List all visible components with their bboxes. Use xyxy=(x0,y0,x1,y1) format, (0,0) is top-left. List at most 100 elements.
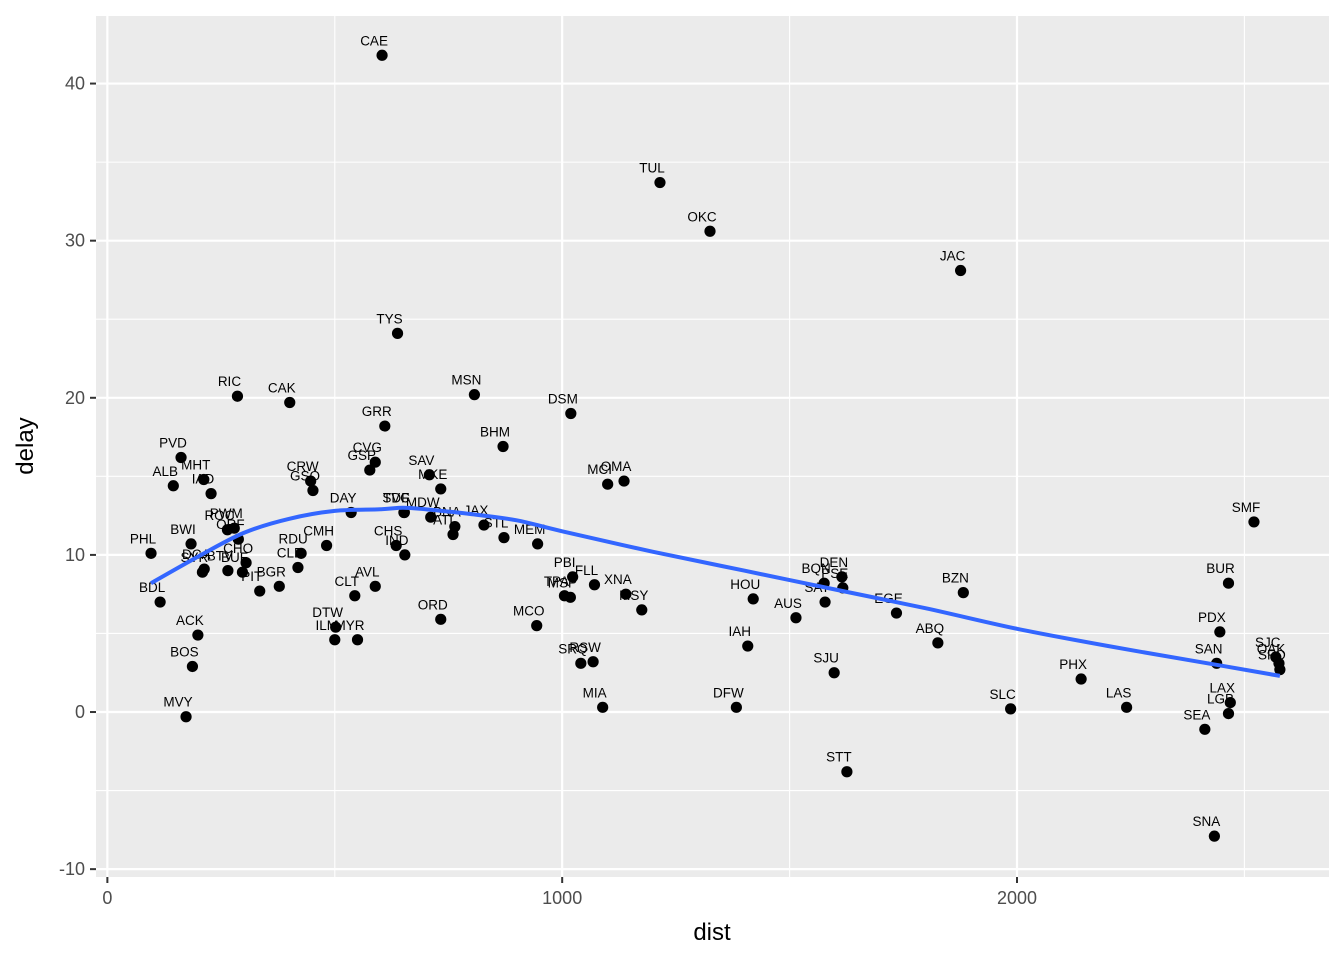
point-label-mke: MKE xyxy=(418,467,447,482)
point-label-abq: ABQ xyxy=(916,621,945,636)
point-label-cle: CLE xyxy=(277,545,303,560)
data-point-iah xyxy=(742,640,754,652)
point-label-pbi: PBI xyxy=(554,555,576,570)
data-point-avl xyxy=(369,580,381,592)
point-label-cho: CHO xyxy=(223,541,253,556)
point-label-sna: SNA xyxy=(1193,814,1221,829)
data-point-ind xyxy=(399,549,411,561)
point-label-bwi: BWI xyxy=(170,522,196,537)
data-point-slc xyxy=(1005,703,1017,715)
data-point-grr xyxy=(379,420,391,432)
points xyxy=(145,49,1286,842)
y-tick-label: 10 xyxy=(65,545,85,565)
data-point-lgb xyxy=(1222,707,1235,720)
point-label-msp: MSP xyxy=(548,575,577,590)
point-label-iad: IAD xyxy=(192,472,215,487)
point-label-myr: MYR xyxy=(335,618,365,633)
x-tick-label: 2000 xyxy=(997,888,1037,908)
point-label-alb: ALB xyxy=(153,464,179,479)
point-label-bos: BOS xyxy=(170,644,199,659)
point-label-oma: OMA xyxy=(601,459,632,474)
point-label-bgr: BGR xyxy=(257,564,287,579)
point-label-phx: PHX xyxy=(1059,657,1087,672)
data-point-tys xyxy=(391,327,404,339)
point-label-cak: CAK xyxy=(268,381,296,396)
data-point-pdx xyxy=(1214,626,1226,638)
data-point-mht xyxy=(198,473,210,486)
point-label-smf: SMF xyxy=(1232,500,1261,515)
data-point-ilm xyxy=(329,634,341,646)
point-label-pdx: PDX xyxy=(1198,610,1226,625)
point-label-den: DEN xyxy=(820,555,849,570)
point-label-rsw: RSW xyxy=(569,640,601,655)
point-label-las: LAS xyxy=(1106,685,1132,700)
data-point-bgr xyxy=(273,580,285,592)
point-label-crw: CRW xyxy=(287,459,319,474)
point-label-mco: MCO xyxy=(513,604,545,619)
point-label-bzn: BZN xyxy=(942,571,969,586)
data-point-stt xyxy=(841,766,853,778)
point-label-ack: ACK xyxy=(176,613,204,628)
point-label-clt: CLT xyxy=(335,574,360,589)
point-label-fll: FLL xyxy=(575,563,599,578)
point-label-ric: RIC xyxy=(218,374,242,389)
point-label-aus: AUS xyxy=(774,596,802,611)
data-point-myr xyxy=(351,634,364,646)
data-point-ord xyxy=(435,613,447,625)
point-label-bqn: BQN xyxy=(802,561,831,576)
point-label-sea: SEA xyxy=(1183,707,1210,722)
point-label-ilm: ILM xyxy=(316,618,339,633)
point-label-dfw: DFW xyxy=(713,685,744,700)
point-label-dsm: DSM xyxy=(548,392,578,407)
point-label-dca: DCA xyxy=(182,547,211,562)
data-point-bwi xyxy=(185,538,197,550)
data-point-ege xyxy=(890,607,903,619)
point-label-xna: XNA xyxy=(604,572,632,587)
data-point-clt xyxy=(349,590,361,602)
data-point-alb xyxy=(167,480,179,492)
data-point-ack xyxy=(192,629,204,641)
data-point-ric xyxy=(231,390,244,402)
point-label-orf: ORF xyxy=(216,517,245,532)
point-label-lgb: LGB xyxy=(1207,692,1234,707)
data-point-stl xyxy=(498,532,510,544)
y-tick-label: 30 xyxy=(65,231,85,251)
y-axis-ticks: -10 0 10 20 30 40 xyxy=(59,74,96,879)
point-label-mci: MCI xyxy=(587,462,612,477)
point-label-jac: JAC xyxy=(940,249,966,264)
point-label-bur: BUR xyxy=(1206,561,1235,576)
data-point-gsp xyxy=(364,464,376,476)
data-point-cho xyxy=(240,557,252,569)
data-point-las xyxy=(1121,701,1133,713)
data-point-pvd xyxy=(175,451,187,464)
data-point-cae xyxy=(376,49,388,61)
data-point-rsw xyxy=(587,656,599,668)
point-label-tpa: TPA xyxy=(544,574,569,589)
y-tick-label: -10 xyxy=(59,859,85,879)
point-label-cae: CAE xyxy=(360,33,388,48)
data-point-roc xyxy=(221,524,234,536)
point-label-san: SAN xyxy=(1195,641,1223,656)
data-point-atl xyxy=(447,528,459,541)
point-label-rdu: RDU xyxy=(278,531,307,546)
y-tick-label: 0 xyxy=(75,702,85,722)
data-point-mdw xyxy=(425,511,437,523)
point-label-grr: GRR xyxy=(362,404,392,419)
data-point-sju xyxy=(828,667,840,679)
data-point-mke xyxy=(435,483,447,495)
data-point-fll xyxy=(588,579,601,591)
point-label-sfo: SFO xyxy=(1258,648,1286,663)
point-label-pvd: PVD xyxy=(159,435,187,450)
data-point-mvy xyxy=(180,711,192,723)
data-point-btv xyxy=(222,565,234,577)
data-point-sna xyxy=(1208,830,1220,842)
point-label-gso: GSO xyxy=(290,468,320,483)
data-point-phl xyxy=(145,547,157,559)
data-point-dsm xyxy=(565,407,577,420)
y-tick-label: 40 xyxy=(65,74,85,94)
point-label-atl: ATL xyxy=(433,512,457,527)
data-point-cak xyxy=(284,396,296,409)
data-point-crw xyxy=(305,475,317,487)
point-label-sju: SJU xyxy=(813,651,839,666)
